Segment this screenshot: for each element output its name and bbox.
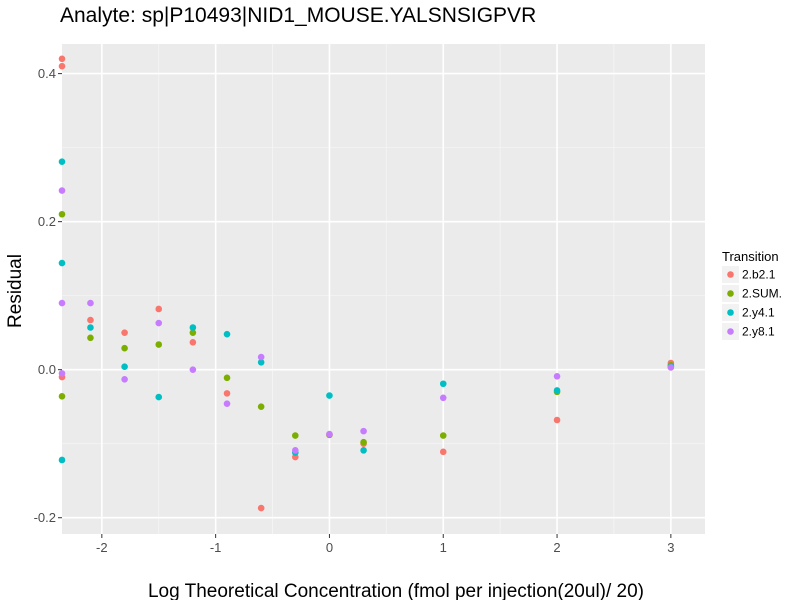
data-point-2-sum: [257, 403, 265, 410]
data-point-2-b2-1: [58, 62, 66, 70]
data-point-2-sum: [189, 329, 197, 336]
data-point-2-y8-1: [223, 400, 231, 408]
y-tick-label: -0.2: [34, 510, 56, 525]
x-tick-label: 0: [326, 540, 333, 555]
data-point-2-b2-1: [155, 305, 163, 313]
legend-label: 2.y8.1: [742, 325, 775, 339]
data-point-2-sum: [58, 393, 66, 400]
legend-marker: [727, 309, 734, 316]
plot-panel: [62, 44, 705, 534]
chart-title: Analyte: sp|P10493|NID1_MOUSE.YALSNSIGPV…: [60, 4, 536, 27]
data-point-2-y4-1: [326, 392, 333, 399]
data-point-2-sum: [121, 344, 128, 352]
data-point-2-y4-1: [58, 456, 66, 464]
data-point-2-sum: [87, 334, 94, 342]
data-point-2-y8-1: [189, 366, 197, 373]
x-tick-label: 3: [667, 540, 674, 555]
data-point-2-y8-1: [58, 187, 66, 194]
x-axis-label: Log Theoretical Concentration (fmol per …: [148, 581, 644, 600]
data-point-2-y4-1: [360, 447, 367, 454]
data-point-2-y8-1: [553, 373, 561, 380]
data-point-2-b2-1: [257, 504, 265, 512]
data-point-2-b2-1: [189, 338, 197, 346]
data-point-2-sum: [58, 210, 66, 218]
y-tick-label: 0.4: [38, 66, 56, 81]
data-point-2-b2-1: [553, 416, 561, 424]
data-point-2-y4-1: [155, 393, 163, 401]
y-tick-label: 0.0: [38, 362, 56, 377]
data-point-2-y4-1: [223, 330, 231, 338]
legend-marker: [727, 328, 734, 335]
data-point-2-y4-1: [257, 358, 265, 366]
legend-label: 2.SUM.: [742, 287, 782, 301]
data-points: [58, 55, 675, 512]
data-point-2-y4-1: [553, 387, 561, 394]
grid-lines: [62, 44, 705, 534]
data-point-2-y8-1: [58, 299, 66, 307]
data-point-2-y8-1: [155, 319, 163, 327]
data-point-2-y8-1: [257, 353, 265, 361]
data-point-2-sum: [439, 432, 447, 439]
data-point-2-y4-1: [87, 324, 94, 331]
data-point-2-y4-1: [58, 158, 66, 165]
data-point-2-y8-1: [360, 427, 367, 435]
legend-marker: [727, 271, 734, 278]
data-point-2-y4-1: [439, 380, 447, 388]
legend-label: 2.y4.1: [742, 306, 775, 320]
x-tick-label: -1: [210, 540, 222, 555]
data-point-2-sum: [155, 341, 163, 348]
data-point-2-b2-1: [439, 448, 447, 456]
data-point-2-y8-1: [667, 364, 675, 371]
x-axis-ticks: -2 -1 0 1 2 3: [96, 534, 674, 555]
legend-marker: [727, 290, 734, 297]
legend: Transition 2.b2.1 2.SUM. 2.y4.1 2.y8.1: [722, 249, 782, 340]
data-point-2-y8-1: [58, 370, 66, 377]
data-point-2-y8-1: [87, 299, 94, 307]
y-tick-label: 0.2: [38, 214, 56, 229]
x-tick-label: 1: [440, 540, 447, 555]
legend-label: 2.b2.1: [742, 268, 776, 282]
data-point-2-b2-1: [87, 316, 94, 324]
x-tick-label: -2: [96, 540, 108, 555]
data-point-2-y4-1: [189, 324, 197, 331]
data-point-2-y4-1: [121, 363, 128, 371]
data-point-2-y8-1: [439, 394, 447, 402]
data-point-2-b2-1: [58, 55, 66, 63]
data-point-2-sum: [360, 438, 367, 446]
y-axis-label: Residual: [5, 254, 26, 328]
data-point-2-b2-1: [121, 329, 128, 336]
data-point-2-y8-1: [292, 447, 299, 454]
x-tick-label: 2: [553, 540, 560, 555]
data-point-2-sum: [223, 374, 231, 382]
data-point-2-sum: [292, 432, 299, 439]
data-point-2-y8-1: [326, 430, 333, 438]
data-point-2-y8-1: [121, 376, 128, 383]
data-point-2-b2-1: [223, 390, 231, 397]
legend-title: Transition: [722, 249, 779, 264]
data-point-2-y4-1: [58, 259, 66, 267]
y-axis-ticks: -0.2 0.0 0.2 0.4: [34, 66, 62, 525]
